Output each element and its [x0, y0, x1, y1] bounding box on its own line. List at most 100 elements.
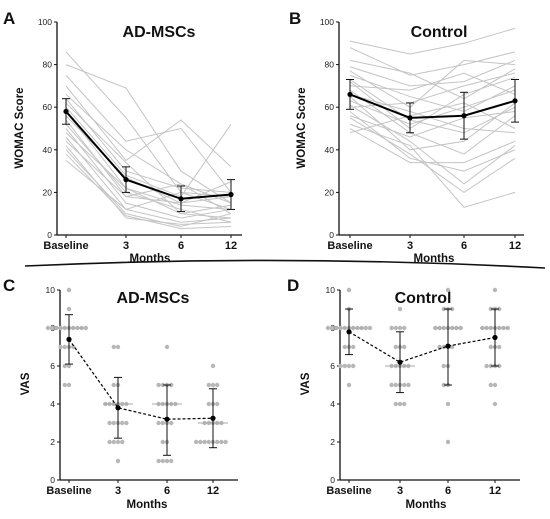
data-point [111, 420, 117, 426]
data-point [389, 382, 394, 388]
y-tick-label: 10 [46, 285, 56, 295]
individual-line [65, 160, 232, 210]
data-point [367, 325, 373, 331]
mean-point [347, 91, 353, 98]
data-point [351, 363, 356, 369]
data-point [107, 420, 112, 426]
y-tick-label: 80 [43, 60, 53, 70]
data-point [445, 439, 451, 445]
panel-a-x-axis-label: Months [130, 253, 171, 265]
data-point [342, 344, 347, 350]
mean-line [65, 110, 232, 200]
individual-line [65, 51, 232, 210]
y-tick-label: 6 [50, 361, 55, 371]
data-point [58, 344, 63, 350]
data-point [120, 439, 125, 445]
y-tick-label: 2 [330, 437, 335, 447]
data-point [164, 458, 170, 464]
panel-d: D Control VAS Months 0246810Baseline3612 [287, 276, 520, 511]
panel-b-title: Control [411, 24, 468, 41]
data-point [160, 439, 165, 445]
data-point [445, 287, 451, 293]
panel-letter-c: C [3, 276, 15, 295]
y-tick-label: 0 [330, 475, 335, 485]
individual-line [349, 89, 516, 155]
data-point [397, 401, 403, 407]
data-point [62, 344, 67, 350]
individual-line [349, 117, 516, 194]
data-point [111, 382, 117, 388]
y-tick-label: 60 [43, 102, 53, 112]
data-point [450, 344, 455, 350]
panel-a-title: AD-MSCs [123, 24, 196, 41]
individual-line [349, 93, 516, 134]
data-point [351, 344, 356, 350]
data-point [111, 439, 117, 445]
mean-point [512, 98, 518, 104]
panel-c-title: AD-MSCs [117, 290, 190, 307]
individual-line [349, 110, 516, 138]
data-point [397, 306, 403, 312]
data-point [346, 287, 352, 293]
data-point [402, 401, 407, 407]
panel-c: C AD-MSCs VAS Months 0246810Baseline3612 [3, 276, 238, 511]
mean-point [123, 177, 129, 183]
data-point [325, 325, 331, 331]
mean-point [397, 359, 403, 365]
mean-point [346, 329, 352, 335]
panel-d-y-axis-label: VAS [300, 372, 312, 395]
y-tick-label: 60 [325, 102, 335, 112]
individual-line [349, 47, 516, 76]
mean-line [349, 93, 516, 119]
mean-point [492, 334, 498, 341]
data-point [156, 382, 161, 388]
individual-line [65, 64, 232, 204]
data-point [160, 458, 165, 464]
panel-letter-d: D [287, 276, 299, 295]
data-point [160, 382, 165, 388]
data-point [215, 401, 220, 407]
x-tick-label: 6 [445, 485, 451, 497]
data-point [194, 439, 199, 445]
panel-d-plot: 0246810Baseline3612 [326, 285, 520, 497]
panel-a-y-axis-label: WOMAC Score [14, 87, 26, 168]
x-tick-label: 3 [115, 485, 121, 497]
individual-line [349, 102, 516, 134]
data-point [497, 306, 502, 312]
y-tick-label: 80 [325, 60, 335, 70]
mean-line [68, 339, 214, 420]
data-point [492, 401, 498, 407]
data-point [346, 382, 352, 388]
y-tick-label: 40 [325, 145, 335, 155]
individual-line [349, 59, 516, 108]
x-tick-label: Baseline [46, 485, 91, 497]
individual-line [349, 74, 516, 112]
y-tick-label: 100 [320, 17, 334, 27]
data-point [107, 439, 112, 445]
individual-line [65, 98, 232, 193]
data-point [393, 325, 398, 331]
data-point [330, 325, 335, 331]
data-point [66, 306, 72, 312]
data-point [111, 344, 117, 350]
panel-d-x-axis-label: Months [406, 499, 447, 511]
data-point [488, 363, 493, 369]
data-point [210, 382, 216, 388]
y-tick-label: 4 [50, 399, 55, 409]
panel-c-plot: 0246810Baseline3612 [46, 285, 238, 497]
mean-point [407, 115, 413, 121]
data-point [62, 382, 67, 388]
individual-line [349, 89, 516, 125]
individual-line [349, 72, 516, 95]
x-tick-label: 12 [207, 485, 219, 497]
mean-point [228, 191, 234, 198]
data-point [206, 382, 211, 388]
y-tick-label: 20 [43, 187, 53, 197]
data-point [393, 382, 398, 388]
data-point [66, 287, 72, 293]
data-point [124, 420, 129, 426]
data-point [402, 382, 407, 388]
panel-letter-a: A [3, 9, 15, 28]
individual-line [349, 59, 516, 87]
